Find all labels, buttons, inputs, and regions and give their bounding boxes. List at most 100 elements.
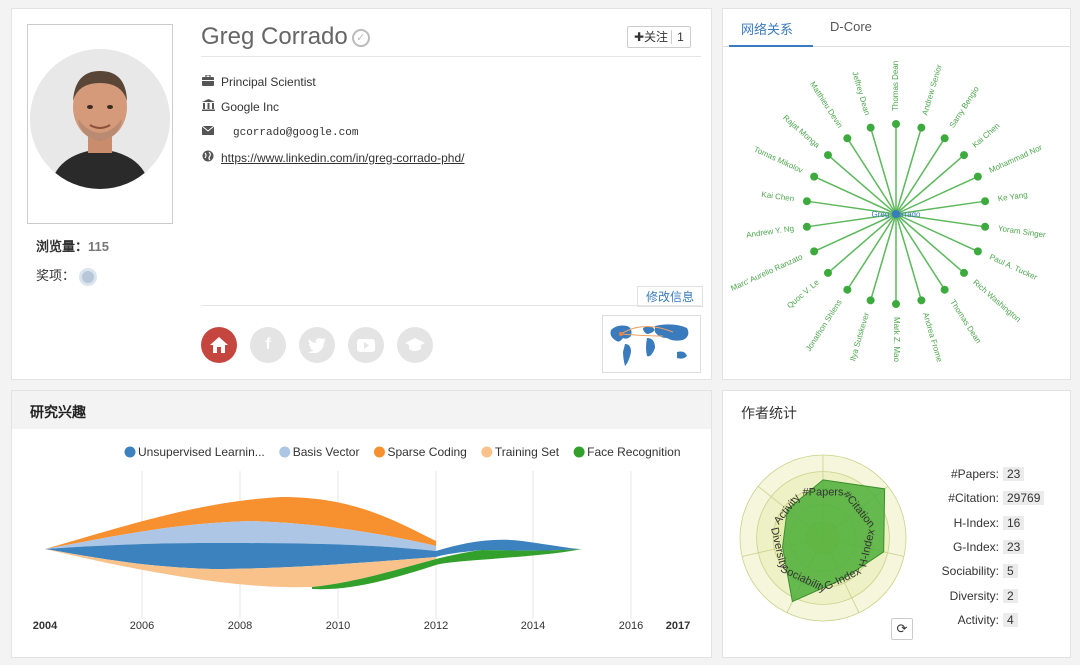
stat-label: #Papers: [950, 467, 999, 481]
coauthor-node[interactable] [981, 197, 990, 206]
coauthor-label[interactable]: Thomas Dean [891, 61, 900, 111]
stream-layer[interactable] [45, 521, 436, 551]
coauthor-label[interactable]: Kai Chen [971, 121, 1002, 149]
coauthor-label[interactable]: Paul A. Tucker [988, 252, 1039, 282]
coauthor-node[interactable] [802, 222, 811, 231]
coauthor-node[interactable] [892, 300, 900, 308]
coauthor-label[interactable]: Quoc V. Le [785, 277, 821, 310]
year-tick-label: 2006 [130, 620, 154, 632]
legend-label[interactable]: Unsupervised Learnin... [138, 445, 265, 459]
stats-radar-chart[interactable]: #Papers#CitationH-IndexG-IndexSociabilit… [723, 443, 923, 643]
stat-row: H-Index: 16 [939, 515, 1049, 530]
briefcase-icon [201, 74, 215, 89]
author-stats-panel: 作者统计 #Papers #Citation H-Index G-Index Socia… [722, 390, 1071, 658]
youtube-icon[interactable] [348, 327, 384, 363]
stream-layer[interactable] [45, 549, 436, 588]
facebook-icon[interactable]: f [250, 327, 286, 363]
coauthor-label[interactable]: Mohammad Nor [988, 143, 1044, 175]
coauthor-node[interactable] [810, 172, 819, 181]
coauthor-node[interactable] [981, 222, 990, 231]
coauthor-node[interactable] [802, 197, 811, 206]
home-icon[interactable] [201, 327, 237, 363]
coauthor-label[interactable]: Thomas Dean [948, 298, 983, 345]
radar-axis-label: #Papers [803, 486, 844, 498]
coauthor-label[interactable]: Ke Yang [997, 190, 1028, 203]
coauthor-label[interactable]: Jonathon Shlens [804, 298, 844, 353]
stat-label: Diversity: [949, 588, 999, 603]
avatar-frame [27, 24, 173, 224]
stream-layer[interactable] [45, 539, 582, 569]
scholar-icon[interactable] [397, 327, 433, 363]
coauthor-node[interactable] [892, 120, 900, 128]
coauthor-label[interactable]: Jeffrey Dean [850, 70, 871, 116]
coauthor-label[interactable]: Andrew Senior [920, 63, 944, 116]
coauthor-node[interactable] [866, 123, 875, 132]
coauthor-label[interactable]: Rich Washington [971, 278, 1022, 324]
bank-icon [201, 99, 215, 114]
interest-streamgraph[interactable]: Unsupervised Learnin... Basis Vector Spars… [12, 429, 711, 657]
network-edge [813, 175, 897, 215]
envelope-icon [201, 124, 215, 138]
homepage-link[interactable]: https://www.linkedin.com/in/greg-corrado… [221, 151, 465, 165]
coauthor-label[interactable]: Yoram Singer [997, 224, 1046, 240]
coauthor-node[interactable] [823, 151, 832, 160]
legend-label[interactable]: Sparse Coding [387, 445, 466, 459]
avatar [30, 49, 170, 189]
stream-layer[interactable] [45, 497, 436, 549]
network-tabs: 网络关系 D-Core [723, 9, 1070, 47]
center-label: Greg Corrado [872, 210, 921, 219]
coauthor-node[interactable] [917, 296, 926, 305]
stream-layer[interactable] [312, 549, 582, 590]
coauthor-node[interactable] [843, 285, 852, 294]
coauthor-node[interactable] [940, 134, 949, 143]
profile-panel: 浏览量：115 奖项： Greg Corrado ✓ ✚关注 1 Principal… [11, 8, 712, 380]
coauthor-node[interactable] [823, 268, 832, 277]
coauthor-label[interactable]: Tomas Mikolov [752, 145, 804, 175]
center-node[interactable] [892, 210, 900, 218]
follow-button[interactable]: ✚关注 1 [627, 26, 691, 48]
coauthor-label[interactable]: Andrew Y. Ng [746, 224, 795, 240]
coauthor-node[interactable] [940, 285, 949, 294]
coauthor-label[interactable]: Matthieu Devin [808, 80, 844, 130]
coauthor-label[interactable]: Samy Bengio [948, 84, 982, 129]
coauthor-label[interactable]: Marc' Aurelio Ranzato [729, 252, 804, 293]
legend-swatch [124, 446, 136, 458]
network-edge [895, 213, 986, 228]
coauthor-node[interactable] [917, 123, 926, 132]
network-edge [895, 127, 923, 215]
coauthor-label[interactable]: Kai Chen [761, 190, 795, 204]
world-map-thumbnail[interactable] [602, 315, 701, 373]
divider [201, 56, 701, 57]
awards: 奖项： [36, 265, 98, 286]
coauthor-node[interactable] [866, 296, 875, 305]
coauthor-label[interactable]: Mark Z. Mao [892, 317, 901, 362]
coauthor-label[interactable]: Ilya Sutskever [848, 311, 871, 362]
edit-info-button[interactable]: 修改信息 [637, 286, 704, 307]
coauthor-node[interactable] [843, 134, 852, 143]
legend-label[interactable]: Training Set [495, 445, 560, 459]
award-badge-icon[interactable] [79, 267, 98, 286]
network-panel: 网络关系 D-Core Thomas Dean Andrew Senior Samy… [722, 8, 1071, 380]
legend-label[interactable]: Face Recognition [587, 445, 680, 459]
coauthor-node[interactable] [960, 268, 969, 277]
coauthor-node[interactable] [973, 247, 982, 256]
coauthor-node[interactable] [973, 172, 982, 181]
coauthor-node[interactable] [810, 247, 819, 256]
refresh-icon[interactable]: ⟳ [891, 618, 913, 640]
stat-row: Diversity: 2 [939, 588, 1049, 603]
divider [201, 305, 701, 306]
twitter-icon[interactable] [299, 327, 335, 363]
stat-row: #Citation: 29769 [939, 491, 1049, 506]
author-name: Greg Corrado [201, 23, 348, 50]
legend-label[interactable]: Basis Vector [293, 445, 360, 459]
coauthor-label[interactable]: Rajat Monga [781, 113, 822, 150]
stat-value: 29769 [1003, 491, 1045, 506]
tab-network[interactable]: 网络关系 [741, 22, 794, 37]
tab-dcore[interactable]: D-Core [830, 19, 872, 34]
coauthor-node[interactable] [960, 151, 969, 160]
legend-swatch [279, 446, 291, 458]
network-edge [846, 213, 897, 291]
radar-area [782, 479, 886, 603]
coauthor-label[interactable]: Andrea Frome [921, 311, 944, 363]
